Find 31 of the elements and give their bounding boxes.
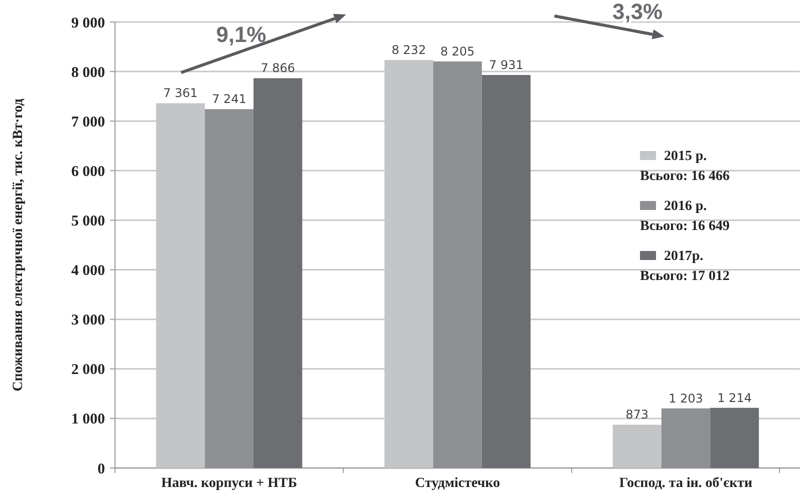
x-tick-label: Навч. корпуси + НТБ <box>161 476 298 491</box>
legend-label: 2015 р. Всього: 16 466 <box>640 149 730 184</box>
y-tick-label: 8 000 <box>71 64 105 81</box>
y-axis-title: Споживання електричної енергії, тис. кВт·год <box>11 98 26 392</box>
annotation: 9,1% <box>216 22 266 47</box>
y-tick-label: 0 <box>98 461 105 478</box>
data-label: 873 <box>626 408 649 422</box>
data-label: 7 361 <box>163 86 198 100</box>
x-tick-label: Господ. та ін. об'єкти <box>619 476 752 491</box>
data-label: 7 866 <box>260 61 296 76</box>
y-tick-label: 3 000 <box>71 312 105 329</box>
data-label: 7 241 <box>212 92 246 106</box>
x-tick-label: Студмістечко <box>415 476 500 491</box>
data-label: 8 205 <box>440 44 475 58</box>
legend-label: 2017р. Всього: 17 012 <box>640 249 730 284</box>
legend-label: 2016 р. Всього: 16 649 <box>640 199 730 234</box>
y-tick-label: 2 000 <box>71 362 105 378</box>
data-label: 8 232 <box>392 43 426 58</box>
y-tick-label: 5 000 <box>71 213 105 230</box>
data-label: 1 203 <box>668 391 704 406</box>
y-tick-label: 4 000 <box>71 263 105 280</box>
data-label: 1 214 <box>717 390 752 405</box>
y-tick-label: 7 000 <box>71 114 105 130</box>
bar <box>482 74 531 468</box>
y-tick-label: 6 000 <box>71 164 105 180</box>
annotation: 3,3% <box>612 0 663 24</box>
y-tick-label: 1 000 <box>71 412 105 428</box>
y-tick-label: 9 000 <box>71 15 105 32</box>
bar <box>710 408 759 468</box>
bar <box>254 78 302 468</box>
data-label: 7 931 <box>489 58 524 72</box>
